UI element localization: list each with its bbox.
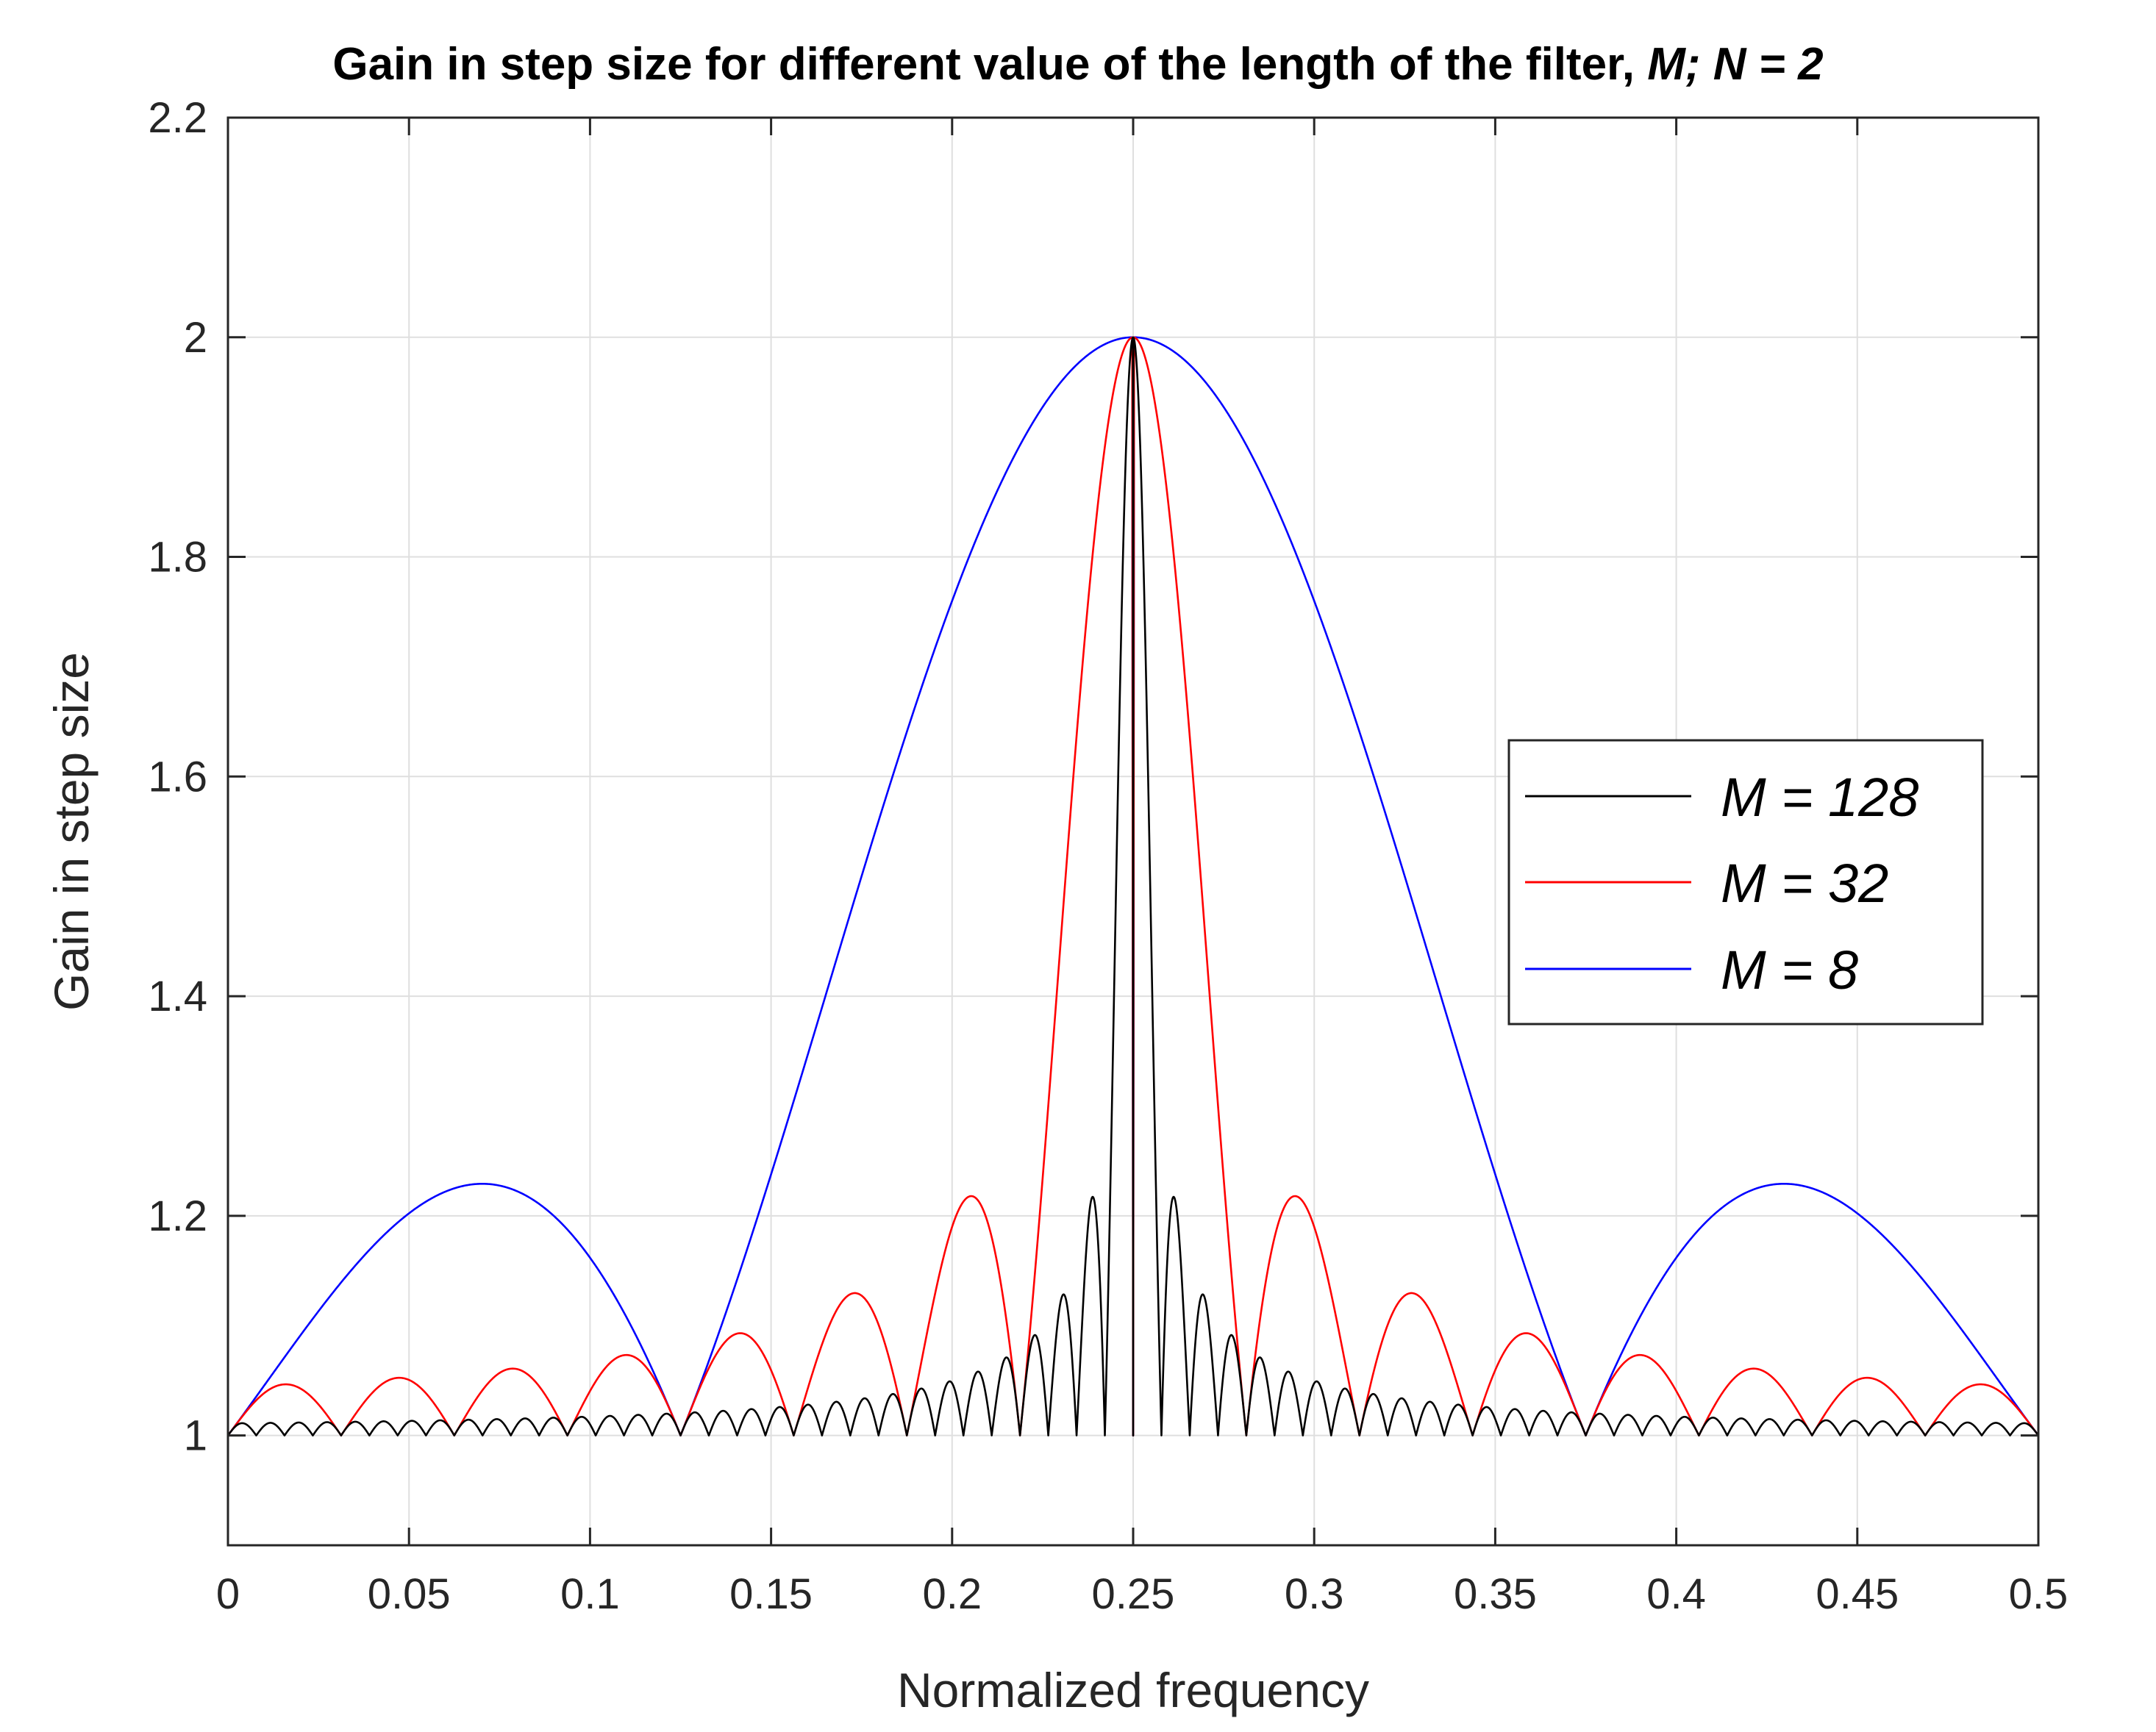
y-tick-label: 2.2 (148, 94, 207, 142)
x-tick-label: 0.4 (1646, 1570, 1706, 1618)
x-axis-label: Normalized frequency (897, 1663, 1369, 1717)
x-tick-label: 0.45 (1816, 1570, 1899, 1618)
chart-title: Gain in step size for different value of… (332, 39, 1823, 90)
y-tick-label: 1.4 (148, 973, 207, 1020)
x-tick-label: 0.05 (368, 1570, 451, 1618)
legend-label-m8: M = 8 (1721, 940, 1858, 1001)
chart-title-italic: M; N = 2 (1647, 39, 1823, 90)
y-tick-label: 1.2 (148, 1192, 207, 1240)
x-tick-label: 0.5 (2009, 1570, 2068, 1618)
y-tick-label: 1.8 (148, 534, 207, 581)
y-tick-label: 2 (184, 314, 207, 362)
legend-label-m32: M = 32 (1721, 853, 1888, 914)
y-tick-label: 1.6 (148, 753, 207, 801)
x-tick-label: 0.35 (1454, 1570, 1537, 1618)
y-tick-label: 1 (184, 1412, 207, 1460)
chart-title-main: Gain in step size for different value of… (332, 39, 1647, 90)
tick-labels: 0 0.05 0.1 0.15 0.2 0.25 0.3 0.35 0.4 0.45 0.5 1 1.2… (148, 94, 2068, 1618)
series-line-m128 (226, 336, 2040, 1436)
x-tick-label: 0.3 (1285, 1570, 1344, 1618)
x-tick-label: 0.15 (729, 1570, 813, 1618)
tick-marks (226, 116, 2040, 1545)
x-tick-label: 0 (216, 1570, 240, 1618)
y-axis-label: Gain in step size (44, 652, 99, 1011)
x-tick-label: 0.25 (1092, 1570, 1175, 1618)
x-tick-label: 0.1 (560, 1570, 620, 1618)
legend: M = 128 M = 32 M = 8 (1507, 739, 1984, 1026)
x-tick-label: 0.2 (922, 1570, 982, 1618)
legend-label-m128: M = 128 (1721, 767, 1918, 828)
series-group (226, 336, 2040, 1436)
